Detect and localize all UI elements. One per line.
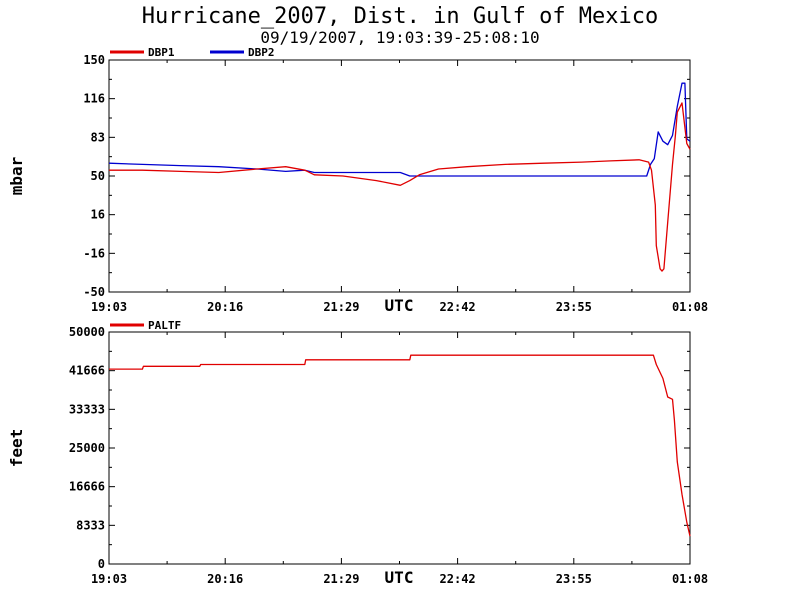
chart-title: Hurricane_2007, Dist. in Gulf of Mexico xyxy=(141,4,659,29)
x-tick-label: 19:03 xyxy=(91,572,127,586)
y-tick-label: 50 xyxy=(91,169,105,183)
y-tick-label: 150 xyxy=(83,53,105,67)
y-axis-label: mbar xyxy=(7,157,26,196)
series-line-paltf xyxy=(109,354,691,537)
y-tick-label: 16666 xyxy=(69,480,105,494)
x-tick-label: 20:16 xyxy=(207,572,243,586)
chart-subtitle: 09/19/2007, 19:03:39-25:08:10 xyxy=(260,28,540,47)
x-tick-label: 22:42 xyxy=(440,572,476,586)
legend-label-dbp1: DBP1 xyxy=(148,46,175,59)
x-tick-label: 20:16 xyxy=(207,300,243,314)
y-tick-label: 41666 xyxy=(69,364,105,378)
legend-label-paltf: PALTF xyxy=(148,319,181,332)
x-tick-label: 22:42 xyxy=(440,300,476,314)
y-tick-label: 25000 xyxy=(69,441,105,455)
y-tick-label: 16 xyxy=(91,208,105,222)
x-tick-label: 19:03 xyxy=(91,300,127,314)
x-tick-label: 01:08 xyxy=(672,300,708,314)
y-tick-label: 50000 xyxy=(69,325,105,339)
series-line-dbp2 xyxy=(108,82,691,177)
y-tick-label: 0 xyxy=(98,557,105,571)
y-tick-label: -16 xyxy=(83,246,105,260)
x-tick-label: 21:29 xyxy=(323,300,359,314)
y-tick-label: -50 xyxy=(83,285,105,299)
x-tick-label: 21:29 xyxy=(323,572,359,586)
y-axis-label: feet xyxy=(7,429,26,468)
legend-label-dbp2: DBP2 xyxy=(248,46,275,59)
y-tick-label: 33333 xyxy=(69,402,105,416)
series-line-dbp1 xyxy=(109,102,691,272)
x-tick-label: 23:55 xyxy=(556,572,592,586)
x-tick-label: 23:55 xyxy=(556,300,592,314)
y-tick-label: 83 xyxy=(91,130,105,144)
x-tick-label: 01:08 xyxy=(672,572,708,586)
y-tick-label: 8333 xyxy=(76,518,105,532)
x-axis-label: UTC xyxy=(385,568,414,587)
y-tick-label: 116 xyxy=(83,92,105,106)
x-axis-label: UTC xyxy=(385,296,414,315)
